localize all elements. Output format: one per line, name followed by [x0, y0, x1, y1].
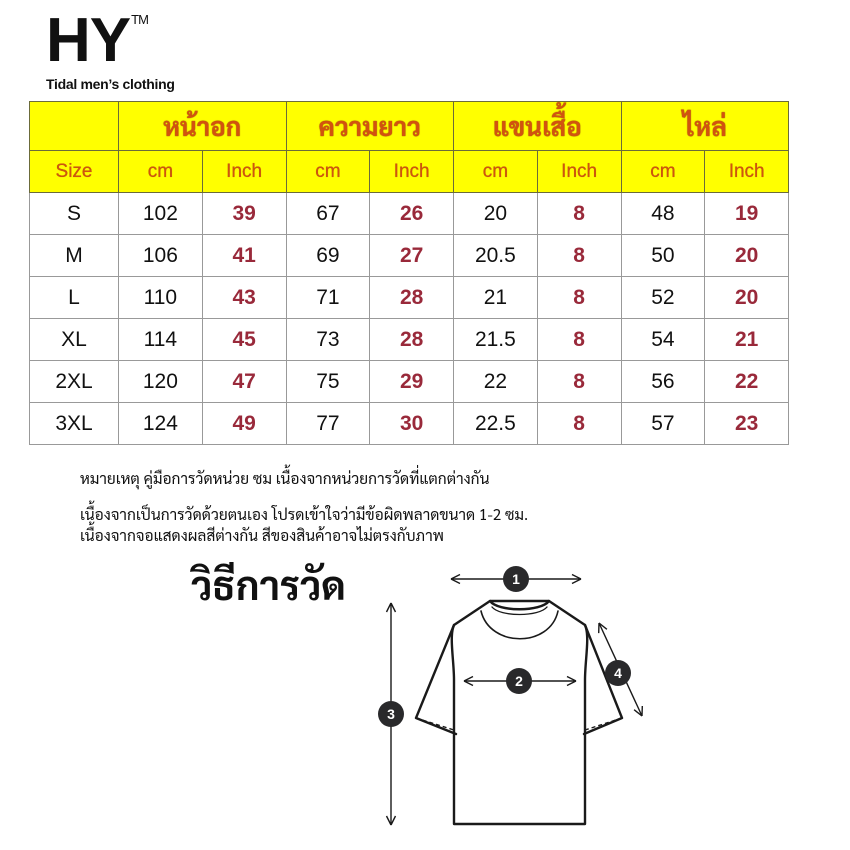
svg-text:1: 1: [512, 571, 520, 587]
svg-text:3: 3: [387, 706, 395, 722]
svg-text:4: 4: [614, 665, 622, 681]
svg-text:2: 2: [515, 673, 523, 689]
